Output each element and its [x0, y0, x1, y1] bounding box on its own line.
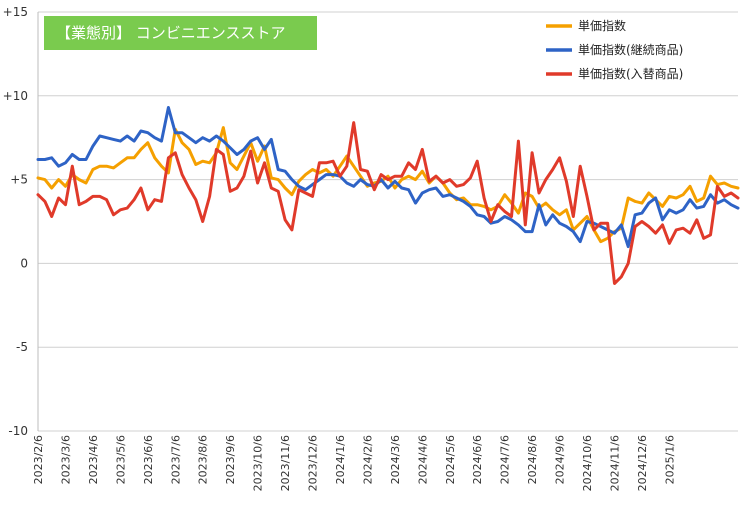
x-tick-label: 2024/9/6 [554, 435, 567, 484]
x-tick-label: 2024/7/6 [499, 435, 512, 484]
x-tick-label: 2024/1/6 [334, 435, 347, 484]
x-tick-label: 2023/9/6 [224, 435, 237, 484]
x-tick-label: 2024/10/6 [581, 435, 594, 491]
y-tick-label: +15 [3, 5, 28, 19]
x-tick-label: 2023/4/6 [87, 435, 100, 484]
x-tick-label: 2025/1/6 [663, 435, 676, 484]
y-tick-label: +5 [10, 173, 28, 187]
x-tick-label: 2023/3/6 [59, 435, 72, 484]
chart-title-text: 【業態別】 コンビニエンスストア [56, 24, 285, 42]
y-tick-label: 0 [20, 256, 28, 270]
x-tick-label: 2023/5/6 [114, 435, 127, 484]
chart-title-background [44, 16, 317, 50]
chart-title: 【業態別】 コンビニエンスストア [44, 16, 317, 50]
x-tick-label: 2024/4/6 [416, 435, 429, 484]
x-tick-label: 2024/3/6 [389, 435, 402, 484]
y-tick-label: -5 [16, 340, 28, 354]
x-tick-label: 2023/8/6 [197, 435, 210, 484]
series-lines [36, 106, 740, 285]
x-tick-label: 2024/5/6 [444, 435, 457, 484]
x-axis-ticks: 2023/2/6 2023/3/6 2023/4/6 2023/5/6 2023/6/6… [32, 435, 676, 491]
x-tick-label: 2023/10/6 [252, 435, 265, 491]
x-tick-label: 2023/7/6 [169, 435, 182, 484]
x-tick-label: 2024/8/6 [526, 435, 539, 484]
y-tick-label: +10 [3, 89, 28, 103]
legend-label: 単価指数(継続商品) [578, 42, 683, 57]
series-line-2 [36, 106, 740, 249]
x-tick-label: 2024/12/6 [636, 435, 649, 491]
x-tick-label: 2024/11/6 [608, 435, 621, 491]
series-line-3 [36, 121, 740, 285]
x-tick-label: 2023/2/6 [32, 435, 45, 484]
legend-label: 単価指数(入替商品) [578, 66, 683, 81]
x-tick-label: 2024/2/6 [361, 435, 374, 484]
x-tick-label: 2023/6/6 [142, 435, 155, 484]
legend-label: 単価指数 [578, 18, 626, 33]
y-tick-label: -10 [8, 424, 28, 438]
x-tick-label: 2023/12/6 [307, 435, 320, 491]
x-tick-label: 2023/11/6 [279, 435, 292, 491]
x-tick-label: 2024/6/6 [471, 435, 484, 484]
y-axis-ticks: +15 +10 +5 0 -5 -10 [3, 5, 28, 438]
